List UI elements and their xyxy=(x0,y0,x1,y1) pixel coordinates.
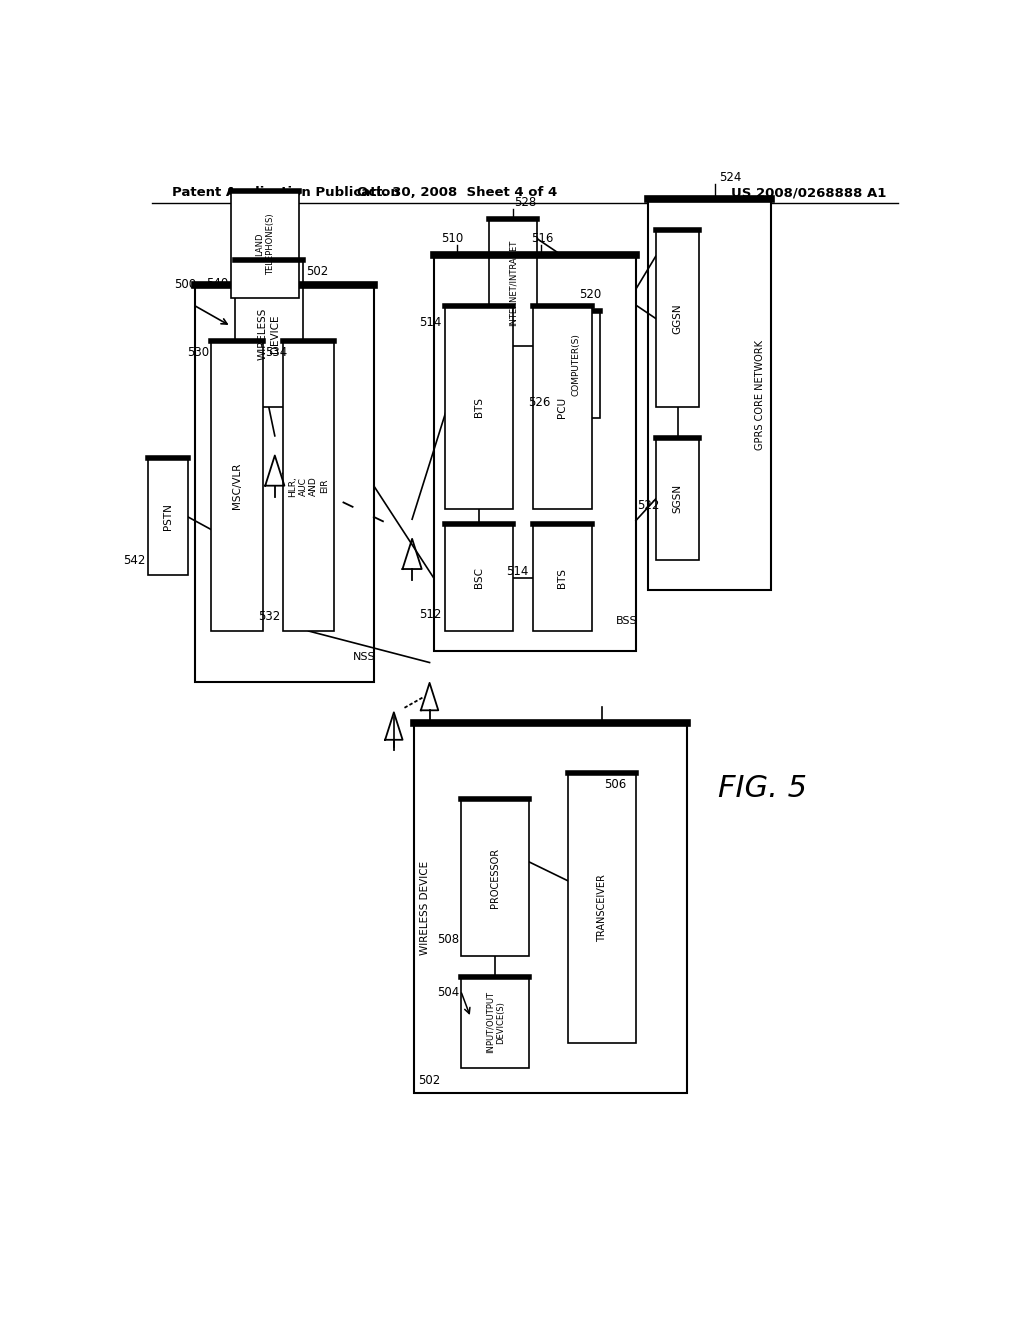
Text: FIG. 5: FIG. 5 xyxy=(719,774,807,803)
Bar xyxy=(568,774,636,1043)
Text: US 2008/0268888 A1: US 2008/0268888 A1 xyxy=(731,186,887,199)
Bar xyxy=(445,524,513,631)
Text: GPRS CORE NETWORK: GPRS CORE NETWORK xyxy=(756,339,766,450)
Bar xyxy=(648,199,771,590)
Bar xyxy=(655,438,699,560)
Bar xyxy=(433,255,636,651)
Text: 514: 514 xyxy=(507,565,528,578)
Bar xyxy=(231,191,299,297)
Text: 526: 526 xyxy=(528,396,551,409)
Text: BSS: BSS xyxy=(615,616,637,626)
Text: WIRELESS
DEVICE: WIRELESS DEVICE xyxy=(258,308,280,360)
Text: 540: 540 xyxy=(207,276,228,289)
Bar xyxy=(196,285,374,682)
Bar xyxy=(489,219,537,346)
Text: 504: 504 xyxy=(436,986,459,999)
Bar xyxy=(211,342,263,631)
Text: GGSN: GGSN xyxy=(673,304,683,334)
Text: 534: 534 xyxy=(265,346,288,359)
Text: 530: 530 xyxy=(186,346,209,359)
Bar xyxy=(461,977,528,1068)
Text: 514: 514 xyxy=(419,315,441,329)
Text: INPUT/OUTPUT
DEVICE(S): INPUT/OUTPUT DEVICE(S) xyxy=(485,991,505,1053)
Bar xyxy=(283,342,334,631)
Bar xyxy=(553,312,600,417)
Text: 512: 512 xyxy=(419,609,441,620)
Bar xyxy=(445,306,513,510)
Text: 508: 508 xyxy=(437,933,459,946)
Bar xyxy=(414,722,687,1093)
Text: Patent Application Publication: Patent Application Publication xyxy=(172,186,399,199)
Text: INTERNET/INTRANET: INTERNET/INTRANET xyxy=(508,240,517,326)
Text: HLR,
AUC
AND
EIR: HLR, AUC AND EIR xyxy=(289,475,329,496)
Text: TRANSCEIVER: TRANSCEIVER xyxy=(597,874,607,942)
Text: BSC: BSC xyxy=(474,568,484,589)
Text: PROCESSOR: PROCESSOR xyxy=(490,847,500,908)
Text: SGSN: SGSN xyxy=(673,484,683,513)
Text: NSS: NSS xyxy=(353,652,376,661)
Bar xyxy=(532,524,592,631)
Text: 502: 502 xyxy=(418,1074,440,1088)
Text: LAND
TELEPHONE(S): LAND TELEPHONE(S) xyxy=(255,214,274,275)
Text: 532: 532 xyxy=(258,610,281,623)
Bar xyxy=(147,458,187,576)
Text: MSC/VLR: MSC/VLR xyxy=(232,463,242,510)
Text: 516: 516 xyxy=(530,232,553,244)
Text: COMPUTER(S): COMPUTER(S) xyxy=(571,333,581,396)
Text: 510: 510 xyxy=(441,232,464,244)
Text: BTS: BTS xyxy=(474,397,484,417)
Text: Oct. 30, 2008  Sheet 4 of 4: Oct. 30, 2008 Sheet 4 of 4 xyxy=(357,186,557,199)
Text: 522: 522 xyxy=(638,499,659,512)
Text: 502: 502 xyxy=(306,265,329,279)
Text: PCU: PCU xyxy=(557,397,567,418)
Text: WIRELESS DEVICE: WIRELESS DEVICE xyxy=(420,861,430,956)
Text: PSTN: PSTN xyxy=(163,503,173,531)
Bar xyxy=(532,306,592,510)
Text: 528: 528 xyxy=(514,197,537,210)
Text: 542: 542 xyxy=(123,554,145,568)
Bar xyxy=(655,230,699,408)
Text: 506: 506 xyxy=(604,779,627,792)
Bar xyxy=(461,799,528,956)
Text: 500: 500 xyxy=(174,277,197,290)
Bar xyxy=(236,260,303,408)
Text: 520: 520 xyxy=(579,288,601,301)
Text: 524: 524 xyxy=(720,170,741,183)
Text: BTS: BTS xyxy=(557,568,567,587)
